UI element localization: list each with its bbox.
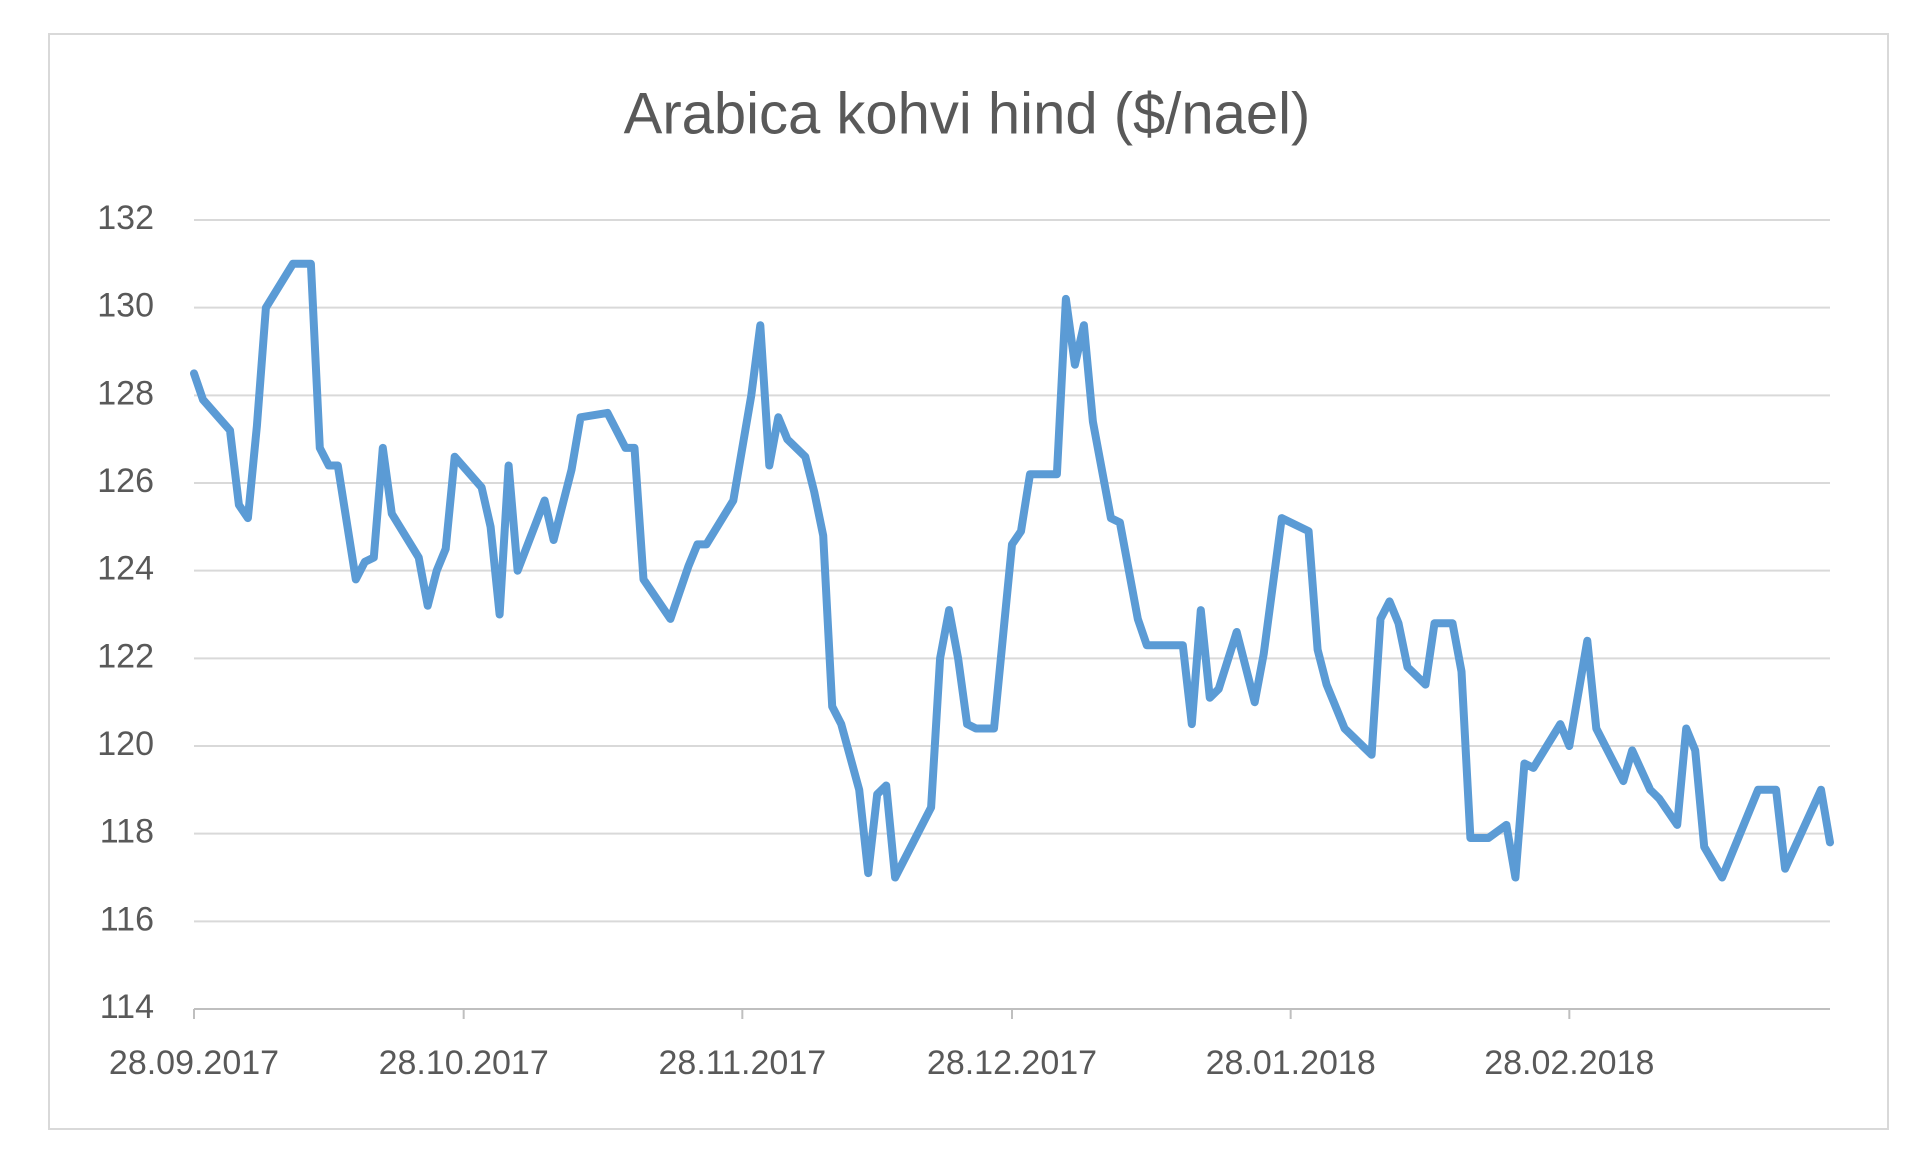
y-tick-label: 128 <box>97 374 154 412</box>
x-tick-label: 28.09.2017 <box>109 1044 279 1082</box>
y-tick-label: 122 <box>97 637 154 675</box>
chart-border <box>48 33 1889 1130</box>
chart-title: Arabica kohvi hind ($/nael) <box>624 81 1311 146</box>
y-tick-label: 116 <box>100 900 154 938</box>
x-tick-label: 28.02.2018 <box>1484 1044 1654 1082</box>
x-tick-label: 28.12.2017 <box>927 1044 1097 1082</box>
data-line <box>190 259 1834 882</box>
y-tick-label: 114 <box>100 988 154 1026</box>
y-tick-label: 132 <box>97 199 154 237</box>
y-tick-label: 118 <box>100 813 154 851</box>
y-tick-label: 126 <box>97 462 154 500</box>
y-tick-label: 120 <box>97 725 154 763</box>
y-tick-label: 124 <box>97 550 154 588</box>
x-tick-label: 28.10.2017 <box>379 1044 549 1082</box>
y-tick-label: 130 <box>97 287 154 325</box>
x-tick-label: 28.11.2017 <box>659 1044 827 1082</box>
x-tick-label: 28.01.2018 <box>1206 1044 1376 1082</box>
